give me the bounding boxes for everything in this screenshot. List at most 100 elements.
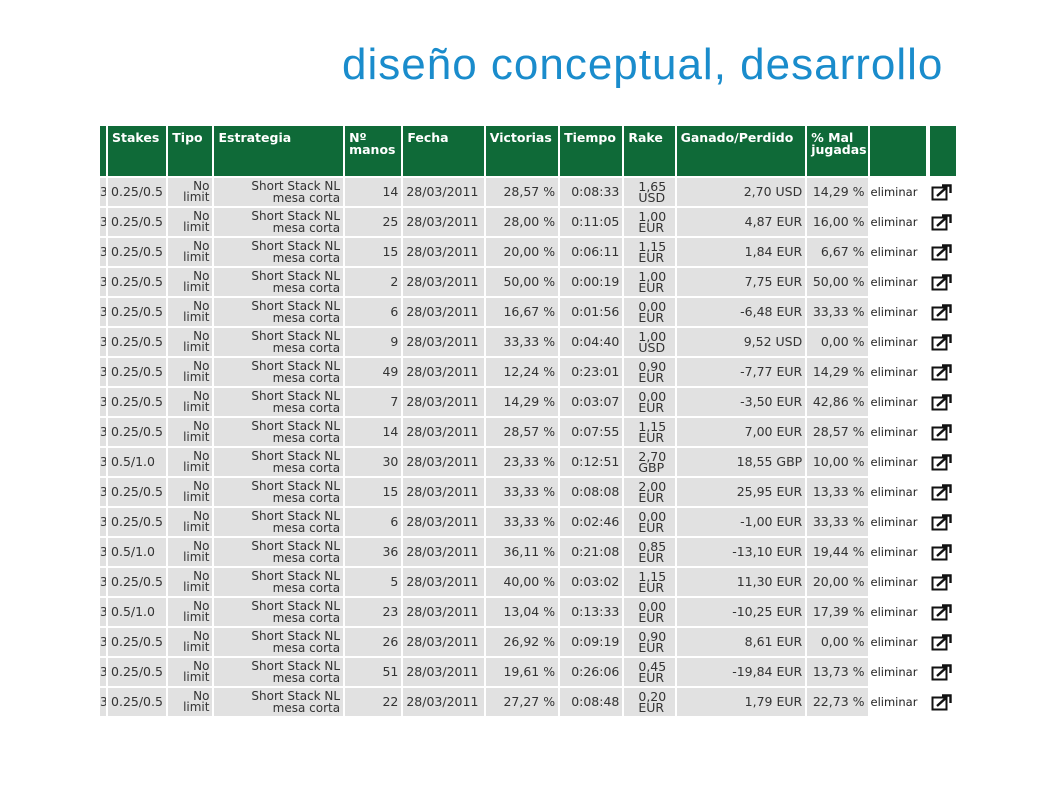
stakes-cell: 0.25/0.5 bbox=[108, 178, 167, 206]
stakes-cell: 0.5/1.0 bbox=[108, 448, 167, 476]
tipo-line2: limit bbox=[183, 610, 210, 624]
external-edit-icon[interactable] bbox=[928, 183, 956, 201]
rake-amount: 1,65 bbox=[638, 179, 667, 194]
external-edit-icon[interactable] bbox=[928, 243, 956, 261]
fecha-cell: 28/03/2011 bbox=[403, 358, 484, 386]
external-edit-icon[interactable] bbox=[928, 273, 956, 291]
mal-jugadas-cell: 14,29 % bbox=[807, 358, 868, 386]
tiempo-cell: 0:01:56 bbox=[560, 298, 623, 326]
eliminar-link[interactable]: eliminar bbox=[869, 598, 926, 626]
eliminar-link[interactable]: eliminar bbox=[869, 688, 926, 716]
header-row: Stakes Tipo Estrategia Nº manos Fecha Vic… bbox=[100, 126, 956, 176]
manos-cell: 9 bbox=[345, 328, 402, 356]
row-edge-cell: 3 bbox=[100, 178, 107, 206]
estrategia-cell: Short Stack NL mesa corta bbox=[214, 568, 344, 596]
manos-cell: 2 bbox=[345, 268, 402, 296]
eliminar-link[interactable]: eliminar bbox=[869, 478, 926, 506]
eliminar-link[interactable]: eliminar bbox=[869, 358, 926, 386]
eliminar-link[interactable]: eliminar bbox=[869, 178, 926, 206]
external-edit-icon[interactable] bbox=[928, 423, 956, 441]
tipo-cell: No limit bbox=[168, 238, 213, 266]
eliminar-link[interactable]: eliminar bbox=[869, 388, 926, 416]
external-edit-icon[interactable] bbox=[928, 303, 956, 321]
manos-cell: 22 bbox=[345, 688, 402, 716]
tipo-line2: limit bbox=[183, 430, 210, 444]
external-edit-icon[interactable] bbox=[928, 333, 956, 351]
fecha-cell: 28/03/2011 bbox=[403, 298, 484, 326]
eliminar-link[interactable]: eliminar bbox=[869, 328, 926, 356]
tipo-line2: limit bbox=[183, 670, 210, 684]
rake-currency: EUR bbox=[638, 370, 665, 385]
row-edge-cell: 3 bbox=[100, 688, 107, 716]
rake-currency: EUR bbox=[638, 670, 665, 685]
tiempo-cell: 0:03:07 bbox=[560, 388, 623, 416]
table-row: 3 0.5/1.0 No limit Short Stack NL mesa corta 2… bbox=[100, 598, 956, 626]
tiempo-cell: 0:08:48 bbox=[560, 688, 623, 716]
external-edit-icon[interactable] bbox=[928, 483, 956, 501]
external-edit-icon[interactable] bbox=[928, 693, 956, 711]
manos-cell: 15 bbox=[345, 478, 402, 506]
tipo-line1: No bbox=[193, 509, 210, 523]
eliminar-link[interactable]: eliminar bbox=[869, 448, 926, 476]
eliminar-link[interactable]: eliminar bbox=[869, 298, 926, 326]
eliminar-link[interactable]: eliminar bbox=[869, 508, 926, 536]
edit-cell bbox=[927, 298, 956, 326]
external-edit-icon[interactable] bbox=[928, 543, 956, 561]
external-edit-icon[interactable] bbox=[928, 603, 956, 621]
victorias-cell: 23,33 % bbox=[485, 448, 559, 476]
tipo-line2: limit bbox=[183, 220, 210, 234]
fecha-cell: 28/03/2011 bbox=[403, 268, 484, 296]
estrategia-line2: mesa corta bbox=[272, 191, 341, 205]
mal-jugadas-cell: 0,00 % bbox=[807, 628, 868, 656]
stakes-cell: 0.25/0.5 bbox=[108, 268, 167, 296]
rake-currency: EUR bbox=[638, 550, 665, 565]
rake-cell: 0,90 EUR bbox=[624, 628, 675, 656]
rake-amount: 1,15 bbox=[638, 239, 667, 254]
edit-cell bbox=[927, 598, 956, 626]
rake-cell: 2,70 GBP bbox=[624, 448, 675, 476]
tipo-line1: No bbox=[193, 359, 210, 373]
eliminar-link[interactable]: eliminar bbox=[869, 268, 926, 296]
eliminar-link[interactable]: eliminar bbox=[869, 418, 926, 446]
mal-jugadas-cell: 50,00 % bbox=[807, 268, 868, 296]
manos-cell: 30 bbox=[345, 448, 402, 476]
tiempo-cell: 0:13:33 bbox=[560, 598, 623, 626]
external-edit-icon[interactable] bbox=[928, 393, 956, 411]
fecha-cell: 28/03/2011 bbox=[403, 178, 484, 206]
victorias-cell: 33,33 % bbox=[485, 508, 559, 536]
manos-cell: 6 bbox=[345, 298, 402, 326]
edit-cell bbox=[927, 178, 956, 206]
tiempo-cell: 0:21:08 bbox=[560, 538, 623, 566]
victorias-cell: 14,29 % bbox=[485, 388, 559, 416]
rake-cell: 0,90 EUR bbox=[624, 358, 675, 386]
mal-jugadas-cell: 13,33 % bbox=[807, 478, 868, 506]
stakes-cell: 0.25/0.5 bbox=[108, 298, 167, 326]
eliminar-link[interactable]: eliminar bbox=[869, 538, 926, 566]
table-body: 3 0.25/0.5 No limit Short Stack NL mesa corta… bbox=[100, 178, 956, 716]
external-edit-icon[interactable] bbox=[928, 573, 956, 591]
rake-cell: 1,00 EUR bbox=[624, 268, 675, 296]
tiempo-cell: 0:23:01 bbox=[560, 358, 623, 386]
slide-title: diseño conceptual, desarrollo bbox=[342, 40, 944, 89]
external-edit-icon[interactable] bbox=[928, 453, 956, 471]
external-edit-icon[interactable] bbox=[928, 633, 956, 651]
mal-jugadas-cell: 19,44 % bbox=[807, 538, 868, 566]
rake-currency: GBP bbox=[638, 460, 665, 475]
eliminar-link[interactable]: eliminar bbox=[869, 238, 926, 266]
eliminar-link[interactable]: eliminar bbox=[869, 658, 926, 686]
estrategia-cell: Short Stack NL mesa corta bbox=[214, 208, 344, 236]
eliminar-link[interactable]: eliminar bbox=[869, 208, 926, 236]
mal-jugadas-cell: 0,00 % bbox=[807, 328, 868, 356]
external-edit-icon[interactable] bbox=[928, 213, 956, 231]
external-edit-icon[interactable] bbox=[928, 663, 956, 681]
manos-cell: 51 bbox=[345, 658, 402, 686]
estrategia-cell: Short Stack NL mesa corta bbox=[214, 388, 344, 416]
estrategia-line2: mesa corta bbox=[272, 311, 341, 325]
eliminar-link[interactable]: eliminar bbox=[869, 628, 926, 656]
eliminar-link[interactable]: eliminar bbox=[869, 568, 926, 596]
external-edit-icon[interactable] bbox=[928, 363, 956, 381]
external-edit-icon[interactable] bbox=[928, 513, 956, 531]
edit-cell bbox=[927, 268, 956, 296]
tipo-line1: No bbox=[193, 479, 210, 493]
estrategia-cell: Short Stack NL mesa corta bbox=[214, 268, 344, 296]
